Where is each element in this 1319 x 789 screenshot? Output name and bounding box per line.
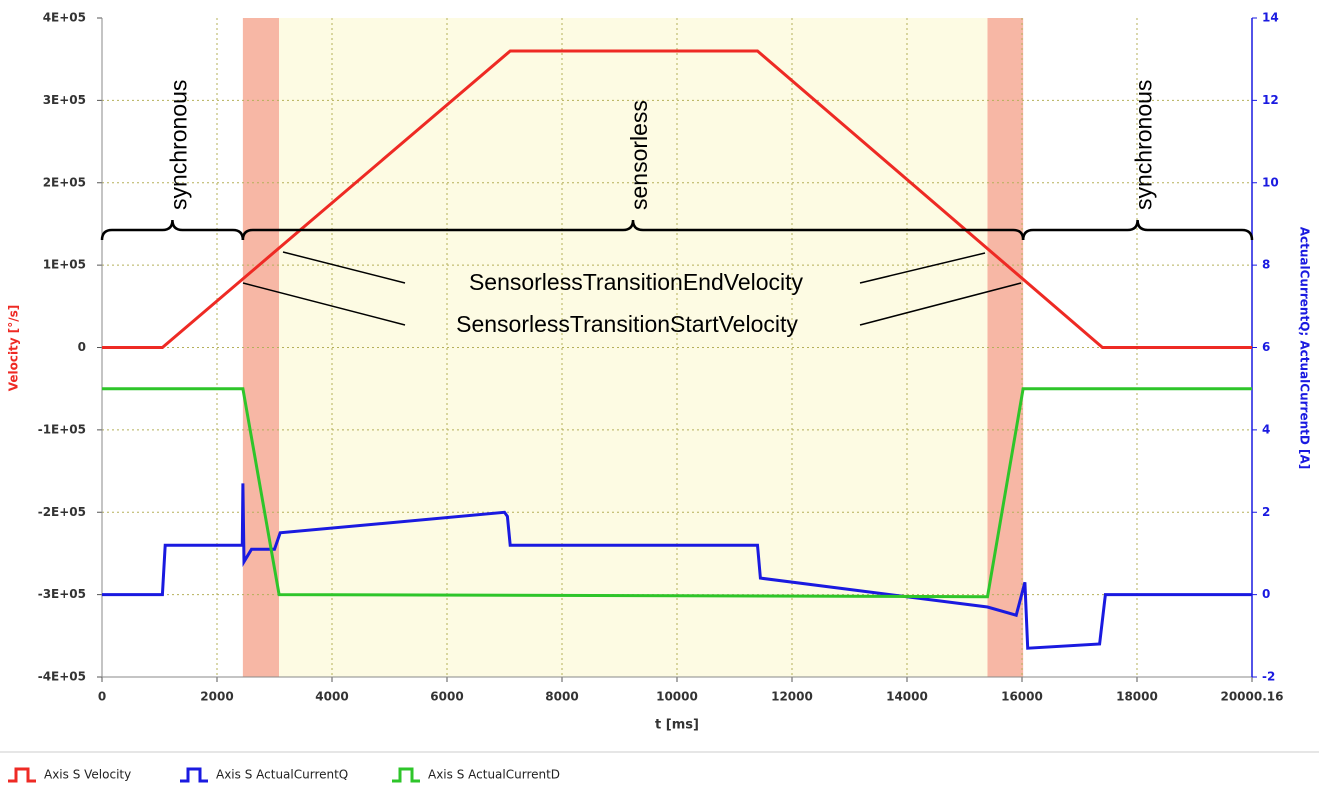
y2-tick-label: 2: [1262, 505, 1270, 519]
legend-label: Axis S Velocity: [44, 768, 131, 782]
x-tick-label: 2000: [200, 690, 233, 704]
y-tick-label: -3E+05: [38, 587, 86, 601]
y2-tick-label: 10: [1262, 175, 1279, 189]
x-tick-label: 18000: [1116, 690, 1158, 704]
series-line: [102, 49, 1252, 349]
y-tick-label: 4E+05: [43, 11, 86, 25]
phase-label: synchronous: [166, 80, 192, 210]
legend: Axis S Velocity Axis S ActualCurrentQ Axis…: [8, 767, 560, 783]
x-tick-label: 8000: [545, 690, 578, 704]
x-tick-label: 10000: [656, 690, 698, 704]
legend-icon: [8, 767, 36, 783]
y2-tick-label: 4: [1262, 422, 1270, 436]
y2-tick-label: 0: [1262, 587, 1270, 601]
leader-line: [859, 282, 1022, 326]
legend-icon: [180, 767, 208, 783]
phase-brace: [100, 219, 245, 241]
y2-tick-label: 12: [1262, 93, 1279, 107]
y-tick-label: -1E+05: [38, 422, 86, 436]
x-tick-label: 14000: [886, 690, 928, 704]
x-tick-label: 12000: [771, 690, 813, 704]
y-axis-label: Velocity [°/s]: [7, 305, 21, 392]
x-tick-label: 4000: [315, 690, 348, 704]
legend-label: Axis S ActualCurrentD: [428, 768, 560, 782]
legend-icon: [392, 767, 420, 783]
leader-line: [282, 251, 406, 284]
series-line: [102, 387, 1252, 599]
y2-tick-label: -2: [1262, 670, 1275, 684]
annotation: SensorlessTransitionStartVelocity: [456, 311, 798, 337]
y2-axis-label: ActualCurrentQ; ActualCurrentD [A]: [1298, 227, 1312, 470]
y2-tick-label: 14: [1262, 11, 1279, 25]
legend-label: Axis S ActualCurrentQ: [216, 768, 348, 782]
phase-brace: [241, 219, 1025, 241]
phase-label: synchronous: [1131, 80, 1157, 210]
x-axis-label: t [ms]: [655, 718, 699, 733]
lines: [102, 49, 1252, 650]
y-tick-label: 1E+05: [43, 258, 86, 272]
y2-tick-label: 8: [1262, 258, 1270, 272]
annotation: SensorlessTransitionEndVelocity: [469, 269, 804, 295]
annotations: SensorlessTransitionEndVelocity Sensorle…: [100, 80, 1254, 337]
y-tick-label: -2E+05: [38, 505, 86, 519]
x-tick-label: 0: [98, 690, 106, 704]
y2-tick-label: 6: [1262, 340, 1270, 354]
x-tick-label: 20000.16: [1220, 690, 1283, 704]
leader-line: [859, 252, 986, 284]
phase-label: sensorless: [626, 100, 652, 210]
leader-line: [242, 282, 406, 326]
series-line: [102, 483, 1252, 650]
y-tick-label: -4E+05: [38, 670, 86, 684]
y-tick-label: 0: [78, 340, 86, 354]
y-tick-label: 2E+05: [43, 175, 86, 189]
y-tick-label: 3E+05: [43, 93, 86, 107]
x-tick-label: 6000: [430, 690, 463, 704]
x-tick-label: 16000: [1001, 690, 1043, 704]
phase-brace: [1021, 219, 1254, 241]
